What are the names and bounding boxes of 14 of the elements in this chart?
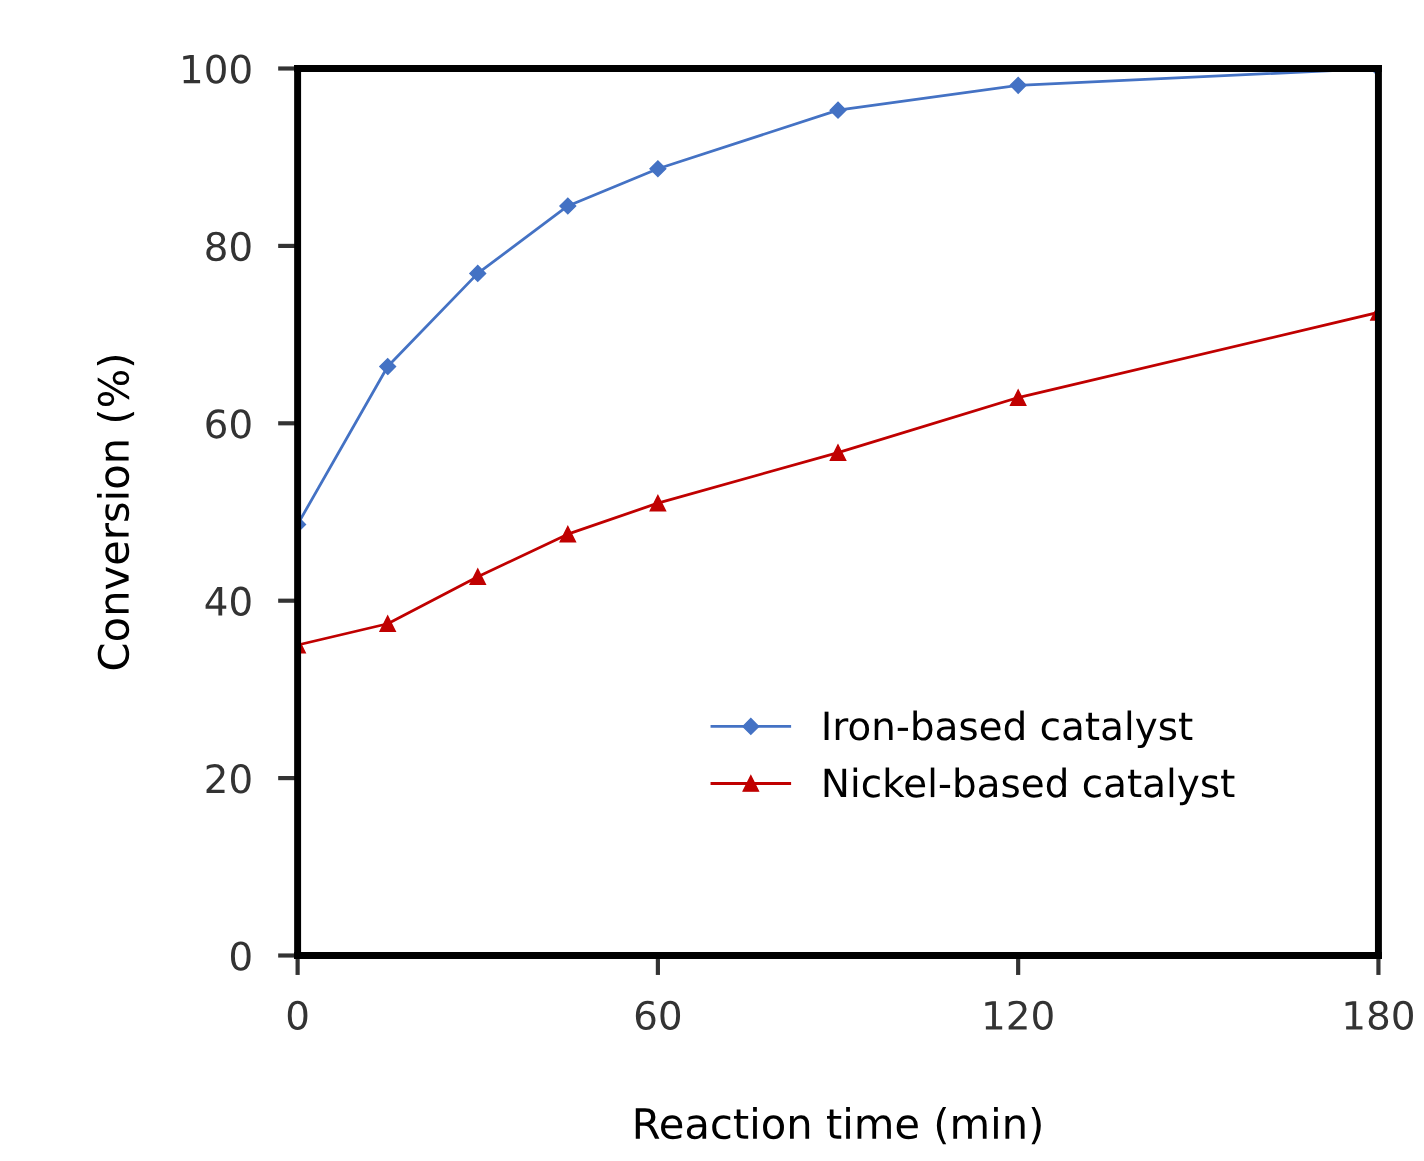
legend-label: Nickel-based catalyst — [824, 767, 1235, 806]
legend-label: Iron-based catalyst — [824, 710, 1193, 749]
y-tick-label: 20 — [206, 764, 251, 794]
y-tick-label: 40 — [205, 586, 251, 617]
x-tick-label: 60 — [635, 1000, 681, 1031]
x-axis-title: Reaction time (min) — [635, 1107, 1041, 1145]
y-axis-title: Conversion (%) — [96, 356, 135, 670]
y-tick-label: 100 — [183, 54, 251, 84]
y-tick-label: 0 — [230, 941, 251, 971]
x-tick-label: 0 — [287, 1000, 308, 1031]
x-tick-label: 120 — [985, 1000, 1053, 1031]
x-tick-label: 180 — [1345, 1000, 1413, 1031]
y-tick-label: 60 — [206, 409, 251, 439]
y-tick-label: 80 — [206, 231, 251, 262]
